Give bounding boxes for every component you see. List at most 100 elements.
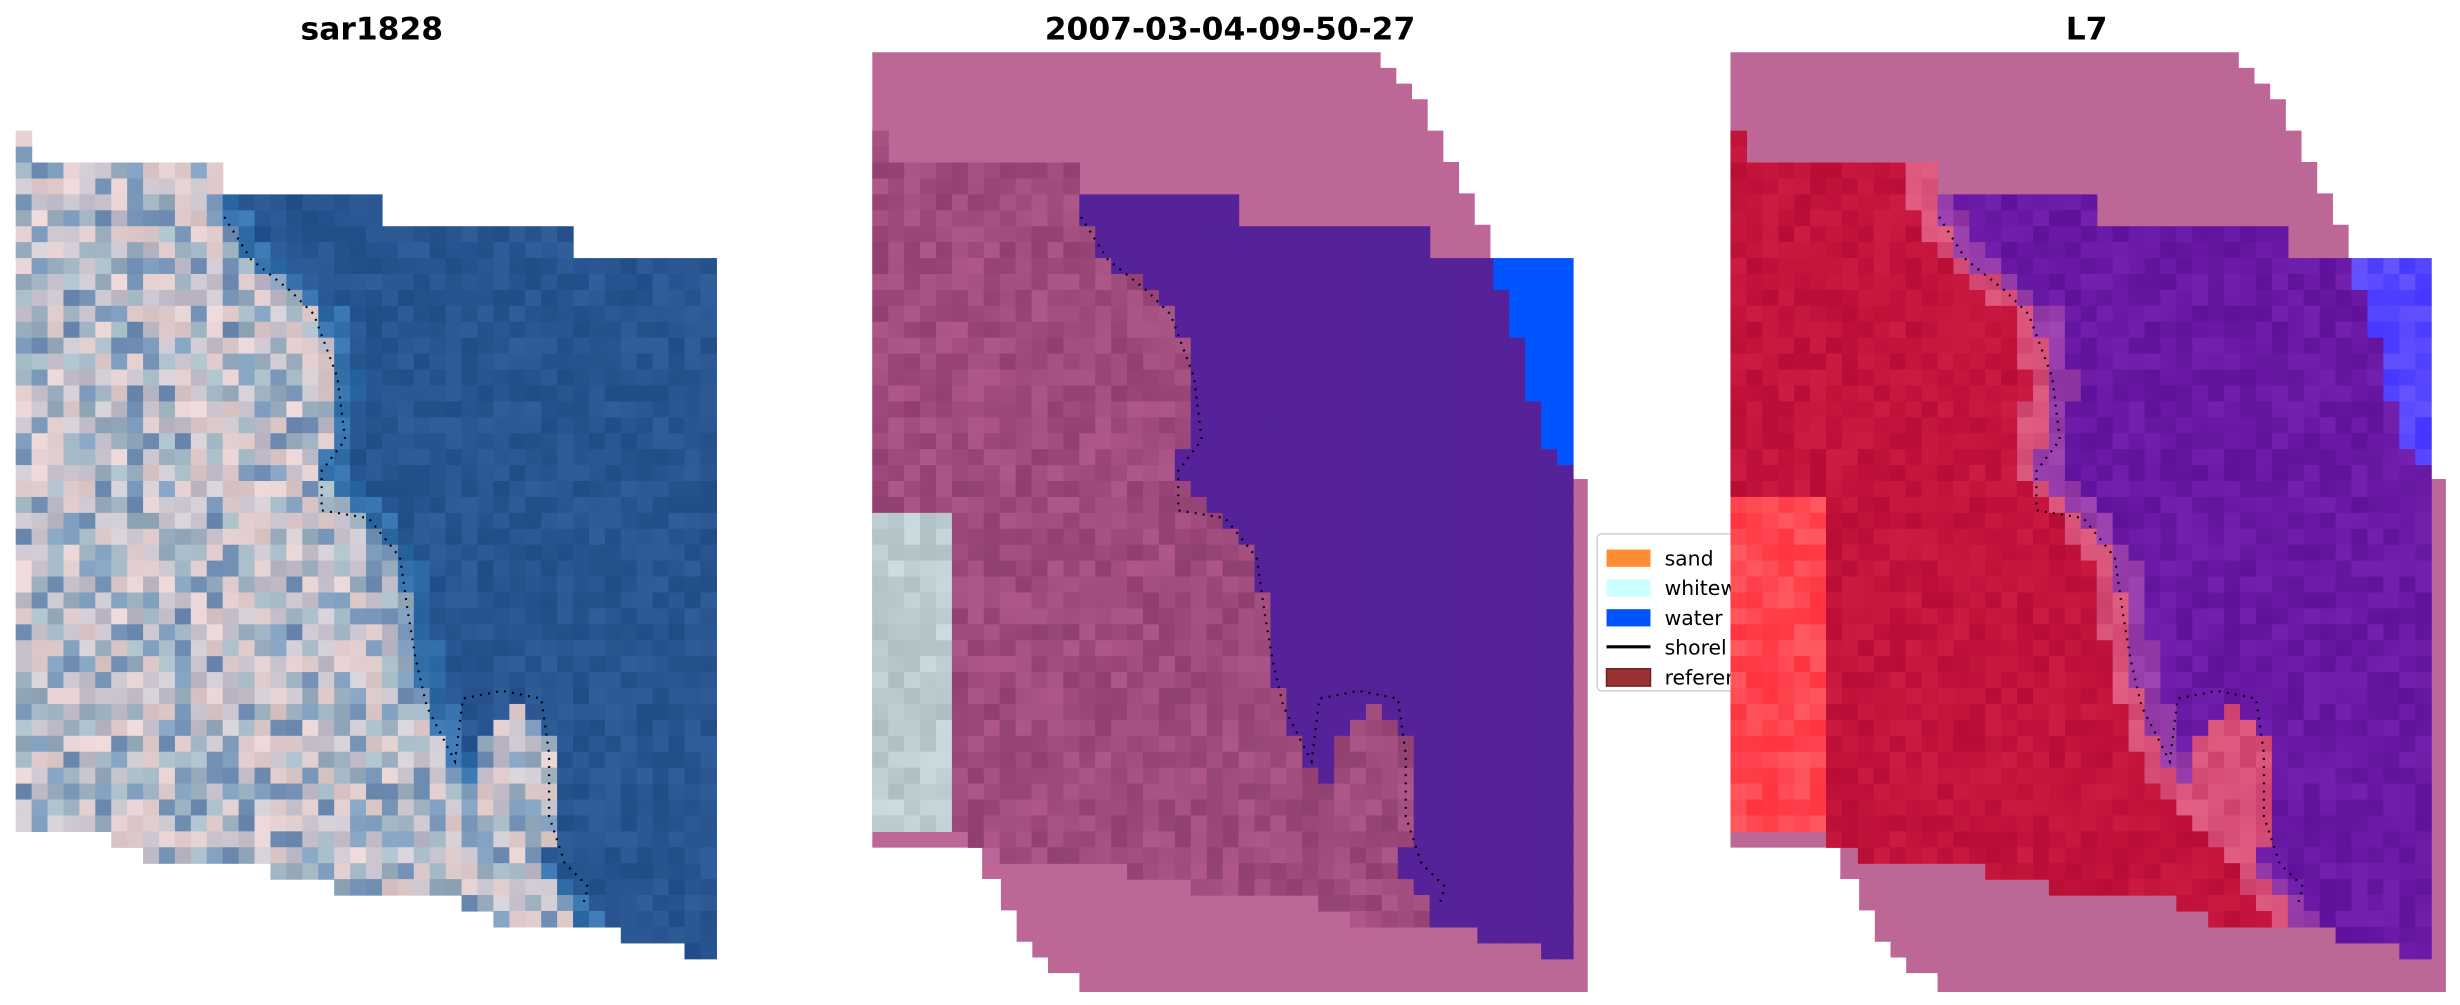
pixel-cell (1381, 544, 1399, 562)
pixel-cell (1270, 321, 1287, 339)
pixel-cell (652, 751, 670, 769)
pixel-cell (1318, 353, 1335, 371)
pixel-cell (79, 369, 96, 387)
pixel-cell (1826, 289, 1843, 307)
pixel-cell (2383, 353, 2400, 371)
pixel-cell (1127, 592, 1144, 610)
pixel-cell (1826, 210, 1843, 227)
pixel-cell (2033, 512, 2050, 530)
pixel-cell (1063, 672, 1080, 689)
pixel-cell (127, 831, 144, 848)
pixel-cell (1762, 481, 1779, 498)
pixel-cell (1365, 672, 1383, 689)
pixel-cell (1509, 560, 1526, 578)
pixel-cell (270, 289, 288, 307)
pixel-cell (1730, 178, 1748, 195)
pixel-cell (302, 576, 319, 594)
pixel-cell (1381, 512, 1399, 530)
pixel-cell (350, 194, 367, 211)
pixel-cell (143, 226, 160, 243)
pixel-cell (206, 401, 224, 418)
pixel-cell (2017, 512, 2034, 530)
pixel-cell (174, 305, 192, 323)
pixel-cell (1905, 401, 1923, 418)
pixel-cell (1397, 481, 1415, 498)
pixel-cell (1493, 624, 1510, 641)
pixel-cell (1174, 242, 1192, 259)
pixel-cell (2271, 401, 2289, 418)
pixel-cell (700, 656, 717, 673)
pixel-cell (366, 688, 383, 705)
pixel-cell (1445, 433, 1463, 450)
pixel-cell (1031, 656, 1049, 673)
pixel-cell (1190, 879, 1208, 896)
pixel-cell (557, 895, 574, 912)
pixel-cell (2160, 369, 2177, 387)
pixel-cell (1413, 560, 1431, 578)
pixel-cell (1206, 815, 1224, 832)
pixel-cell (872, 656, 889, 673)
pixel-cell (2303, 337, 2321, 355)
pixel-cell (620, 496, 638, 514)
pixel-cell (1461, 258, 1479, 275)
pixel-cell (1461, 751, 1479, 769)
pixel-cell (604, 289, 622, 307)
pixel-cell (668, 289, 686, 307)
pixel-cell (1778, 273, 1795, 291)
pixel-cell (1206, 194, 1224, 211)
pixel-cell (2128, 576, 2146, 594)
pixel-cell (174, 401, 192, 418)
pixel-cell (1302, 369, 1319, 387)
pixel-cell (2367, 401, 2384, 418)
pixel-cell (270, 465, 288, 482)
pixel-cell (1921, 576, 1939, 594)
pixel-cell (47, 528, 65, 546)
pixel-cell (127, 640, 144, 657)
pixel-cell (413, 465, 431, 482)
pixel-cell (2064, 592, 2082, 610)
pixel-cell (1810, 258, 1827, 275)
pixel-cell (1429, 544, 1447, 562)
pixel-cell (1826, 194, 1843, 211)
pixel-cell (1143, 194, 1160, 211)
pixel-cell (1509, 433, 1526, 450)
pixel-cell (636, 656, 654, 673)
pixel-cell (1318, 767, 1335, 785)
pixel-cell (477, 560, 495, 578)
pixel-cell (31, 703, 49, 721)
pixel-cell (413, 799, 431, 817)
pixel-cell (1238, 369, 1256, 387)
pixel-cell (1015, 783, 1033, 801)
pixel-cell (1238, 863, 1256, 880)
pixel-cell (967, 624, 985, 641)
pixel-cell (461, 592, 479, 610)
pixel-cell (15, 353, 33, 371)
pixel-cell (541, 369, 558, 387)
pixel-cell (525, 799, 542, 817)
pixel-cell (1174, 592, 1192, 610)
pixel-cell (573, 688, 590, 705)
pixel-cell (2383, 592, 2400, 610)
pixel-cell (493, 560, 510, 578)
pixel-cell (2096, 465, 2114, 482)
pixel-cell (1063, 178, 1080, 195)
pixel-cell (47, 751, 65, 769)
pixel-cell (2351, 465, 2369, 482)
pixel-cell (302, 703, 319, 721)
pixel-cell (1461, 465, 1479, 482)
pixel-cell (445, 242, 463, 259)
pixel-cell (983, 528, 1001, 546)
pixel-cell (541, 289, 558, 307)
pixel-cell (350, 353, 367, 371)
pixel-cell (951, 210, 969, 227)
pixel-cell (1127, 273, 1144, 291)
pixel-cell (1477, 608, 1494, 625)
pixel-cell (2287, 481, 2305, 498)
pixel-cell (1143, 481, 1160, 498)
pixel-cell (2351, 592, 2369, 610)
pixel-cell (1541, 624, 1558, 641)
pixel-cell (1302, 337, 1319, 355)
pixel-cell (557, 226, 574, 243)
pixel-cell (967, 528, 985, 546)
pixel-cell (1254, 847, 1272, 864)
